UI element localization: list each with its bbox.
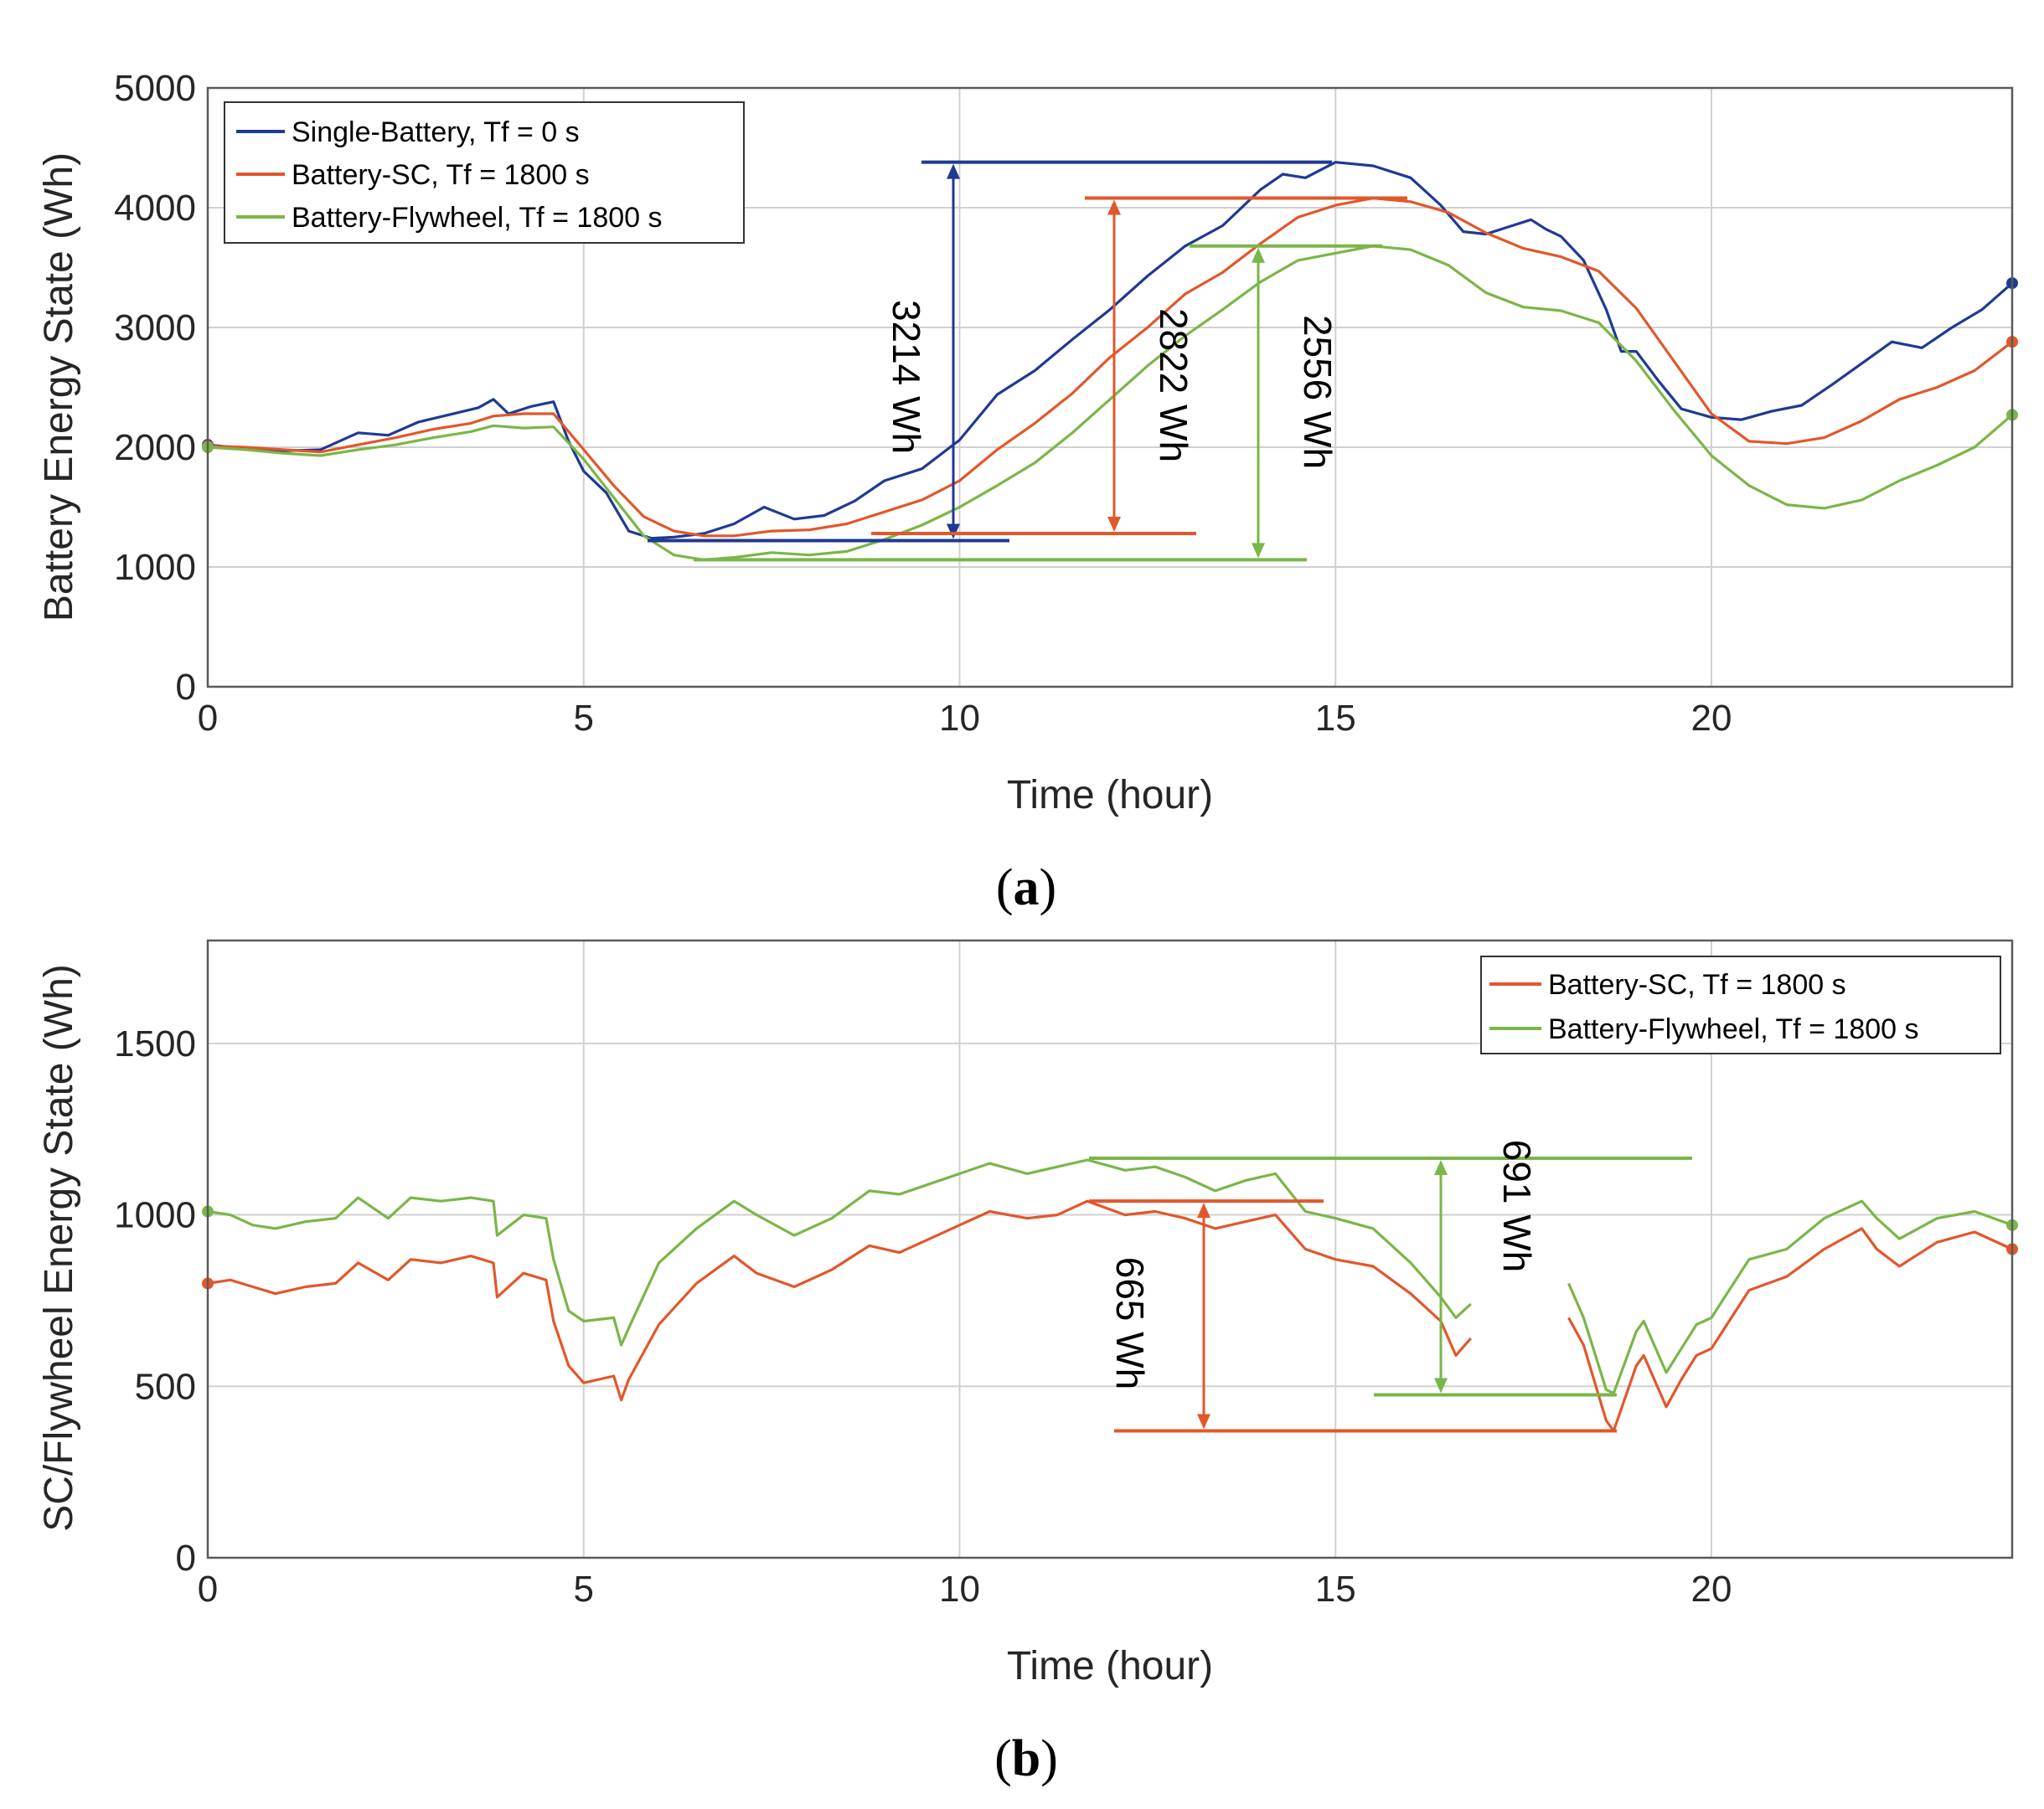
x-axis-label-a: Time (hour) (1007, 773, 1213, 817)
x-tick-label-b: 20 (1691, 1569, 1732, 1610)
annotation-arrow-head-down (947, 523, 960, 539)
y-axis-label-b: SC/Flywheel Energy State (Wh) (37, 964, 81, 1532)
annotation-label: 2556 Wh (1296, 315, 1339, 469)
y-tick-label-b: 0 (176, 1538, 196, 1579)
panel-b: 665 Wh 691 Wh 0 5 10 15 20 0 500 1000 1500 Time (… (37, 939, 2018, 1787)
x-tick-label-a: 15 (1315, 698, 1356, 739)
annotation-label: 2822 Wh (1152, 308, 1195, 462)
y-tick-label-a: 1000 (114, 547, 196, 588)
grid-a (208, 88, 2012, 687)
annotation-arrow-head-up (1197, 1203, 1210, 1219)
annotation-arrow-head-down (1107, 516, 1121, 532)
annotation-label: 3214 Wh (885, 300, 928, 454)
plot-frame-b (206, 939, 2014, 1559)
series-line-battery-sc (1567, 1227, 2013, 1433)
y-tick-label-b: 500 (135, 1366, 196, 1407)
legend-a-box (224, 101, 745, 244)
series-line-battery-flywheel (207, 245, 2014, 562)
panel-caption-a: (a) (996, 859, 1056, 916)
panel-caption-a-letter: a (1014, 859, 1040, 916)
annotation-arrow-head-up (947, 163, 960, 179)
annotation-arrow-head-up (1252, 247, 1265, 263)
legend-b-label-battery-sc: Battery-SC, Tf = 1800 s (1548, 969, 1846, 1001)
annotation-arrow-head-up (1107, 199, 1121, 215)
legend-a: Single-Battery, Tf = 0 s Battery-SC, Tf … (224, 101, 745, 244)
x-tick-label-a: 10 (939, 698, 980, 739)
y-tick-label-b: 1500 (114, 1023, 196, 1064)
annotation-arrow-head-down (1197, 1414, 1210, 1430)
annotations-b: 665 Wh 691 Wh (1089, 1140, 1692, 1433)
ticks-a: 0 5 10 15 20 0 1000 2000 3000 4000 5000 (114, 68, 1732, 739)
y-tick-label-a: 4000 (114, 188, 196, 229)
annotation-label: 691 Wh (1495, 1140, 1539, 1273)
series-line-battery-flywheel (207, 1158, 1472, 1347)
y-tick-label-b: 1000 (114, 1195, 196, 1236)
legend-b-label-battery-flywheel: Battery-Flywheel, Tf = 1800 s (1548, 1013, 1919, 1045)
x-tick-label-b: 10 (939, 1569, 980, 1610)
annotations-a: 3214 Wh 2822 Wh 2556 Wh (648, 160, 1407, 562)
plot-frame-a (206, 86, 2014, 688)
panel-caption-b-letter: b (1012, 1730, 1040, 1787)
x-tick-label-b: 15 (1315, 1569, 1356, 1610)
x-tick-label-a: 0 (198, 698, 218, 739)
panel-a: 3214 Wh 2822 Wh 2556 Wh 0 5 10 15 20 0 1000 2000 3… (37, 68, 2018, 916)
series-line-single-battery (207, 161, 2014, 540)
series-a (207, 161, 2014, 562)
legend-a-label-single-battery: Single-Battery, Tf = 0 s (292, 116, 580, 148)
x-tick-label-a: 20 (1691, 698, 1732, 739)
annotation-arrow-head-down (1434, 1378, 1448, 1394)
legend-a-label-battery-flywheel: Battery-Flywheel, Tf = 1800 s (292, 202, 663, 234)
x-tick-label-b: 5 (574, 1569, 594, 1610)
y-tick-label-a: 5000 (114, 68, 196, 109)
y-tick-label-a: 2000 (114, 427, 196, 468)
series-line-battery-sc (207, 197, 2013, 538)
series-line-battery-flywheel (1567, 1199, 2013, 1395)
x-axis-label-b: Time (hour) (1007, 1644, 1213, 1688)
legend-b-box (1480, 956, 2001, 1054)
annotation-label: 665 Wh (1108, 1257, 1152, 1390)
x-tick-label-b: 0 (198, 1569, 218, 1610)
series-line-battery-sc (207, 1199, 1473, 1402)
x-tick-label-a: 5 (574, 698, 594, 739)
annotation-arrow-head-up (1434, 1159, 1448, 1175)
ticks-b: 0 5 10 15 20 0 500 1000 1500 (114, 1023, 1732, 1610)
y-axis-label-a: Battery Energy State (Wh) (37, 152, 81, 621)
endpoints-a (202, 277, 2018, 453)
y-tick-label-a: 3000 (114, 307, 196, 348)
y-tick-label-a: 0 (176, 667, 196, 708)
annotation-arrow-head-down (1252, 543, 1265, 559)
legend-a-label-battery-sc: Battery-SC, Tf = 1800 s (292, 159, 590, 191)
legend-b: Battery-SC, Tf = 1800 s Battery-Flywheel… (1480, 956, 2001, 1054)
panel-caption-b: (b) (994, 1730, 1058, 1787)
